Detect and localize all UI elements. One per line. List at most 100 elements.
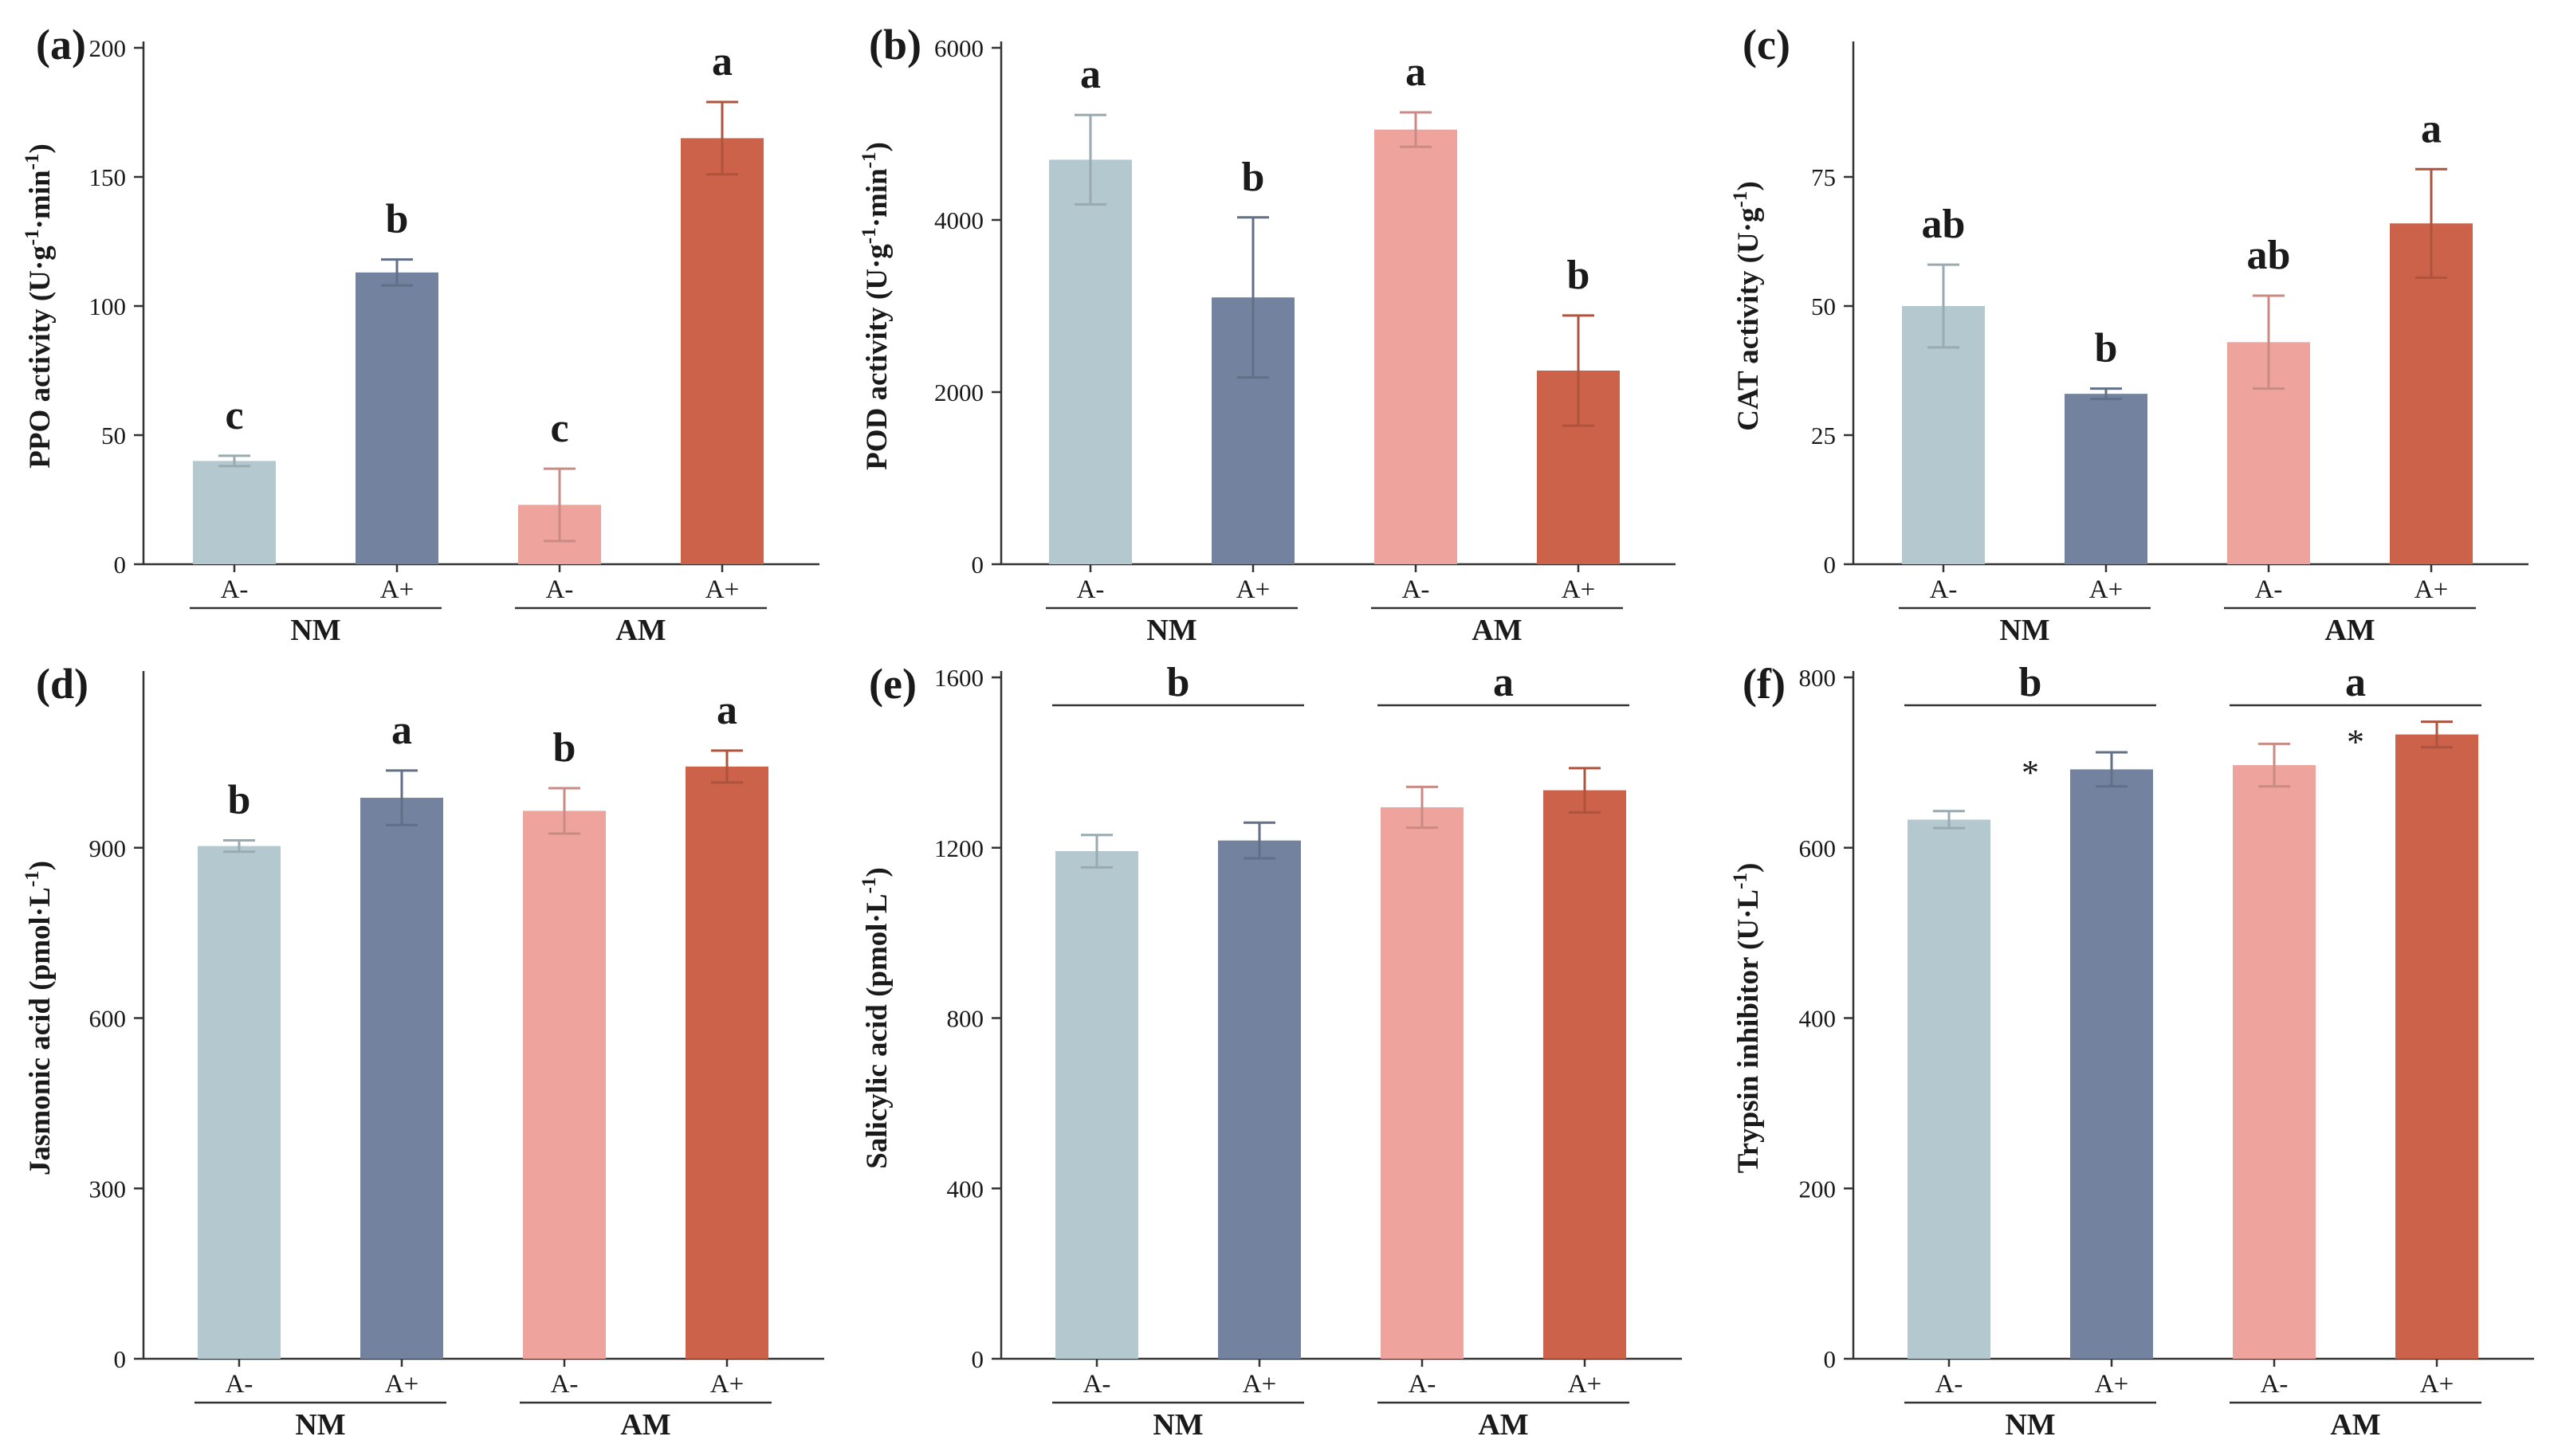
- significance-letter: a: [2421, 106, 2442, 151]
- group-label: NM: [1146, 614, 1196, 647]
- significance-letter: b: [553, 725, 576, 771]
- bar: [2070, 769, 2153, 1359]
- panel-label: (f): [1743, 660, 1786, 708]
- x-tick-label: A+: [1236, 575, 1270, 604]
- x-tick-label: A+: [710, 1370, 744, 1399]
- y-tick-label: 400: [947, 1175, 984, 1203]
- y-tick-label: 0: [972, 551, 984, 579]
- y-tick-label: 50: [1811, 292, 1836, 320]
- panel-label: (d): [36, 660, 88, 708]
- y-axis-label-superscript: -1: [859, 227, 880, 244]
- bar: [198, 846, 281, 1359]
- significance-letter: a: [1080, 52, 1101, 97]
- group-label: NM: [295, 1408, 345, 1442]
- x-tick-label: A+: [1562, 575, 1595, 604]
- group-label: NM: [1999, 614, 2049, 647]
- group-label: NM: [1153, 1408, 1203, 1442]
- y-axis-label-part: Salicylic acid (pmol·L: [861, 893, 894, 1168]
- chart-panel-c: (c) 0 25 50 75 CAT activity (U·g-1) ab A-b A+ ab A…: [1730, 21, 2528, 647]
- y-tick-label: 0: [1824, 1345, 1837, 1373]
- x-tick-label: A-: [2261, 1370, 2289, 1399]
- y-axis-label-part: ): [1732, 863, 1765, 873]
- group-significance-letter: b: [2019, 660, 2042, 705]
- x-tick-label: A+: [705, 575, 739, 604]
- bar: [2395, 734, 2478, 1359]
- x-tick-label: A-: [221, 575, 249, 604]
- y-axis-label-superscript: -1: [859, 877, 880, 894]
- y-axis-label-superscript: -1: [1730, 191, 1751, 208]
- bar: [2065, 394, 2147, 564]
- bar: [1218, 840, 1301, 1359]
- significance-letter: ab: [1922, 202, 1966, 247]
- group-label: AM: [1478, 1408, 1528, 1442]
- y-axis-label-part: ): [1732, 181, 1765, 190]
- panel-label: (a): [36, 21, 86, 69]
- significance-letter: a: [712, 39, 733, 84]
- y-tick-label: 1200: [934, 834, 984, 862]
- significance-star: *: [2022, 753, 2039, 792]
- significance-letter: b: [228, 777, 251, 822]
- x-tick-label: A+: [380, 575, 414, 604]
- y-axis-label-superscript: -1: [1730, 873, 1751, 889]
- y-axis-label-superscript: -1: [22, 229, 43, 245]
- y-tick-label: 100: [89, 292, 127, 320]
- y-axis-label-part: ·min: [861, 168, 894, 227]
- x-tick-label: A-: [2255, 575, 2283, 604]
- group-label: AM: [620, 1408, 670, 1442]
- y-axis-label-superscript: -1: [22, 870, 43, 887]
- bar: [523, 810, 606, 1359]
- group-label: AM: [615, 614, 666, 647]
- y-tick-label: 0: [114, 551, 127, 579]
- y-axis-label-superscript: -1: [22, 154, 43, 171]
- chart-panel-f: (f) 0 200 400 600 800 Trypsin inhibitor (U·L-1…: [1730, 660, 2534, 1442]
- significance-letter: c: [225, 393, 243, 438]
- significance-letter: b: [2095, 326, 2118, 371]
- y-axis-label: PPO activity (U·g-1·min-1): [22, 143, 57, 469]
- y-tick-label: 50: [101, 422, 126, 449]
- group-label: AM: [2324, 614, 2375, 647]
- x-tick-label: A-: [1930, 575, 1958, 604]
- x-tick-label: A-: [1409, 1370, 1436, 1399]
- y-tick-label: 900: [89, 834, 127, 862]
- y-axis-label: CAT activity (U·g-1): [1730, 181, 1765, 430]
- significance-letter: a: [717, 688, 737, 733]
- chart-panel-d: (d) 0 300 600 900 Jasmonic acid (pmol·L-1) b A-…: [22, 660, 824, 1442]
- panel-label: (c): [1743, 21, 1790, 69]
- y-axis-label-part: Jasmonic acid (pmol·L: [24, 887, 57, 1175]
- significance-letter: a: [391, 708, 412, 753]
- group-significance-letter: b: [1167, 660, 1190, 705]
- bar: [1902, 306, 1985, 564]
- y-tick-label: 800: [947, 1005, 984, 1033]
- significance-letter: b: [1242, 155, 1265, 200]
- y-axis-label-part: ): [24, 143, 57, 153]
- y-tick-label: 600: [1799, 834, 1837, 862]
- x-tick-label: A-: [1402, 575, 1430, 604]
- x-tick-label: A+: [2095, 1370, 2128, 1399]
- y-axis-label: Trypsin inhibitor (U·L-1): [1730, 863, 1765, 1174]
- y-tick-label: 800: [1799, 664, 1837, 692]
- bar: [686, 766, 768, 1359]
- chart-panel-e: (e) 0 400 800 1200 1600 Salicylic acid (pmol·L…: [859, 660, 1682, 1442]
- y-axis-label: Salicylic acid (pmol·L-1): [859, 867, 894, 1169]
- y-tick-label: 400: [1799, 1005, 1837, 1033]
- bar: [1908, 819, 1990, 1359]
- y-tick-label: 150: [89, 163, 127, 191]
- x-tick-label: A+: [1243, 1370, 1276, 1399]
- y-axis-label-superscript: -1: [859, 152, 880, 169]
- x-tick-label: A+: [1568, 1370, 1601, 1399]
- significance-letter: ab: [2247, 233, 2291, 278]
- x-tick-label: A+: [2415, 575, 2448, 604]
- y-tick-label: 0: [1824, 551, 1837, 579]
- x-tick-label: A-: [551, 1370, 579, 1399]
- y-axis-label-part: Trypsin inhibitor (U·L: [1732, 889, 1765, 1173]
- bar: [1049, 159, 1132, 564]
- group-label: AM: [1471, 614, 1522, 647]
- panel-label: (e): [869, 660, 917, 708]
- group-significance-letter: a: [1493, 660, 1514, 705]
- bar: [2233, 765, 2316, 1359]
- y-tick-label: 0: [972, 1345, 984, 1373]
- x-tick-label: A+: [2089, 575, 2123, 604]
